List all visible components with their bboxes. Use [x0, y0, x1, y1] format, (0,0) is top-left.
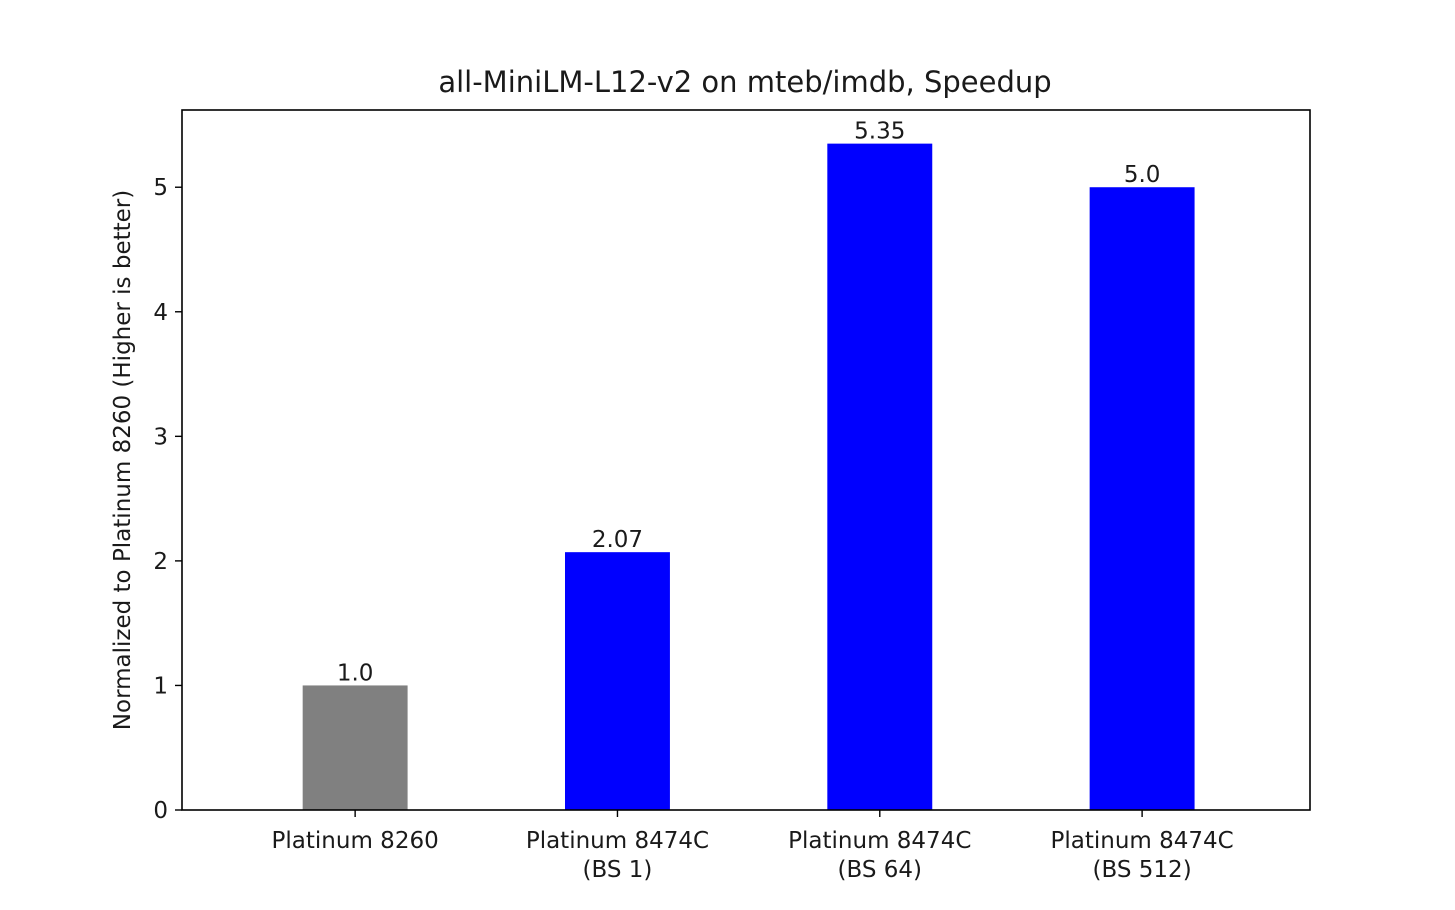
chart-title: all-MiniLM-L12-v2 on mteb/imdb, Speedup: [438, 65, 1051, 99]
bar-value-label: 5.35: [854, 119, 905, 145]
x-tick-label: Platinum 8474C: [1050, 828, 1233, 854]
bar: [564, 552, 670, 810]
x-tick-label: Platinum 8474C: [788, 828, 971, 854]
bar: [827, 143, 933, 811]
bar-value-label: 2.07: [592, 527, 643, 553]
bar: [302, 685, 408, 810]
x-tick-label: (BS 512): [1093, 857, 1192, 883]
bar-value-label: 5.0: [1124, 162, 1161, 188]
y-tick-label: 5: [153, 175, 168, 201]
bar: [1089, 187, 1195, 811]
y-tick-label: 1: [153, 673, 168, 699]
x-tick-label: Platinum 8260: [272, 828, 439, 854]
x-tick-label: (BS 64): [838, 857, 923, 883]
plot-area: 1.0 2.07 5.35 5.0 0 1 2 3 4 5 Platinum 8260 Platinu…: [153, 109, 1311, 883]
x-tick-label: Platinum 8474C: [526, 828, 709, 854]
bar-value-label: 1.0: [337, 660, 374, 686]
x-tick-label: (BS 1): [583, 857, 653, 883]
y-tick-label: 3: [153, 424, 168, 450]
y-axis-label: Normalized to Platinum 8260 (Higher is b…: [110, 190, 136, 730]
y-tick-label: 0: [153, 798, 168, 824]
axes-frame: [181, 109, 1311, 811]
y-tick-label: 2: [153, 549, 168, 575]
y-tick-label: 4: [153, 300, 168, 326]
